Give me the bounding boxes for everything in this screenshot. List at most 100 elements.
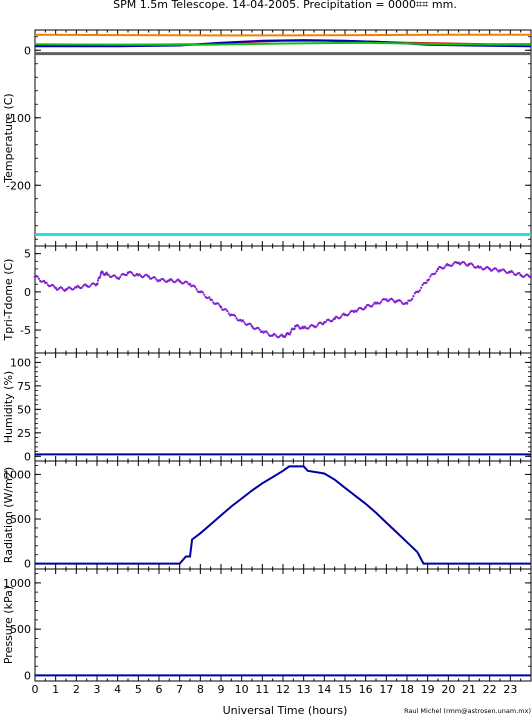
- data-point: [518, 272, 521, 275]
- data-point: [487, 266, 490, 269]
- data-point: [203, 293, 206, 296]
- data-point: [217, 302, 220, 305]
- data-point: [479, 265, 482, 268]
- data-point: [210, 299, 214, 302]
- data-point: [496, 269, 499, 272]
- panel-frame: [34, 352, 532, 462]
- data-point: [451, 264, 454, 267]
- data-point: [156, 280, 159, 283]
- y-tick-label: 100: [10, 356, 31, 369]
- data-point: [73, 286, 77, 289]
- data-point: [280, 333, 283, 336]
- data-point: [138, 273, 141, 276]
- data-point: [466, 264, 469, 267]
- data-point: [130, 271, 133, 275]
- data-point: [235, 317, 238, 320]
- data-point: [115, 276, 118, 279]
- data-point: [42, 279, 46, 282]
- data-point: [352, 310, 356, 314]
- y-axis-label: Pressure (kPa): [2, 586, 15, 664]
- y-tick-label: 0: [24, 44, 31, 57]
- x-tick-label: 23: [503, 683, 517, 696]
- data-point: [502, 268, 505, 271]
- series-line: [34, 33, 531, 37]
- data-point: [418, 289, 422, 292]
- data-point: [186, 281, 189, 284]
- panel-frame: [34, 29, 532, 247]
- data-point: [497, 270, 500, 273]
- y-tick-label: -200: [6, 179, 31, 192]
- data-point: [155, 278, 158, 281]
- data-point: [394, 301, 397, 304]
- data-point: [84, 283, 87, 286]
- x-axis-label: Universal Time (hours): [223, 704, 348, 717]
- data-point: [411, 297, 414, 300]
- data-point: [135, 272, 139, 276]
- data-point: [391, 298, 394, 301]
- data-point: [187, 283, 190, 286]
- y-tick-label: 1000: [3, 577, 31, 590]
- data-point: [399, 299, 402, 302]
- data-point: [347, 313, 350, 316]
- data-point: [241, 319, 245, 322]
- data-point: [45, 281, 48, 285]
- data-point: [154, 276, 157, 279]
- data-point: [249, 323, 252, 326]
- data-point: [429, 275, 432, 278]
- data-point: [511, 271, 515, 274]
- x-tick-label: 5: [135, 683, 142, 696]
- data-point: [89, 284, 92, 287]
- data-point: [527, 274, 530, 277]
- data-point: [464, 262, 467, 265]
- data-point: [404, 301, 407, 304]
- x-tick-label: 14: [317, 683, 331, 696]
- data-point: [409, 299, 412, 302]
- data-point: [177, 278, 180, 281]
- data-point: [61, 286, 64, 290]
- data-point: [332, 318, 335, 321]
- data-point: [36, 275, 39, 278]
- data-point: [194, 285, 197, 288]
- data-point: [471, 263, 474, 267]
- data-point: [412, 295, 415, 298]
- data-point: [63, 289, 66, 292]
- data-point: [227, 312, 230, 315]
- data-point: [226, 309, 229, 313]
- data-point: [72, 287, 75, 291]
- x-tick-label: 16: [359, 683, 373, 696]
- data-point: [117, 277, 121, 280]
- data-point: [443, 266, 446, 269]
- data-point: [301, 325, 304, 328]
- y-tick-label: 0: [24, 558, 31, 571]
- data-point: [113, 274, 117, 277]
- panel-frame: [34, 460, 532, 570]
- data-point: [425, 281, 428, 285]
- data-point: [315, 325, 318, 328]
- data-point: [53, 285, 56, 288]
- data-point: [119, 275, 122, 279]
- data-point: [239, 318, 242, 321]
- x-tick-label: 22: [483, 683, 497, 696]
- x-tick-label: 15: [338, 683, 352, 696]
- data-point: [289, 331, 292, 334]
- data-point: [355, 310, 358, 313]
- data-point: [297, 325, 300, 328]
- data-point: [373, 301, 376, 304]
- y-axis-label: Humidity (%): [2, 371, 15, 443]
- data-point: [270, 334, 273, 337]
- y-tick-label: -5: [20, 324, 31, 337]
- data-point: [257, 327, 260, 330]
- panel-4: 1000 500 0 Pressure (kPa): [2, 568, 532, 682]
- data-point: [81, 285, 84, 288]
- data-point: [94, 284, 97, 287]
- data-point: [250, 324, 254, 328]
- x-tick-label: 12: [276, 683, 290, 696]
- data-point: [146, 274, 149, 277]
- data-point: [243, 321, 246, 324]
- data-point: [288, 333, 292, 336]
- data-point: [427, 278, 431, 281]
- data-point: [101, 271, 104, 274]
